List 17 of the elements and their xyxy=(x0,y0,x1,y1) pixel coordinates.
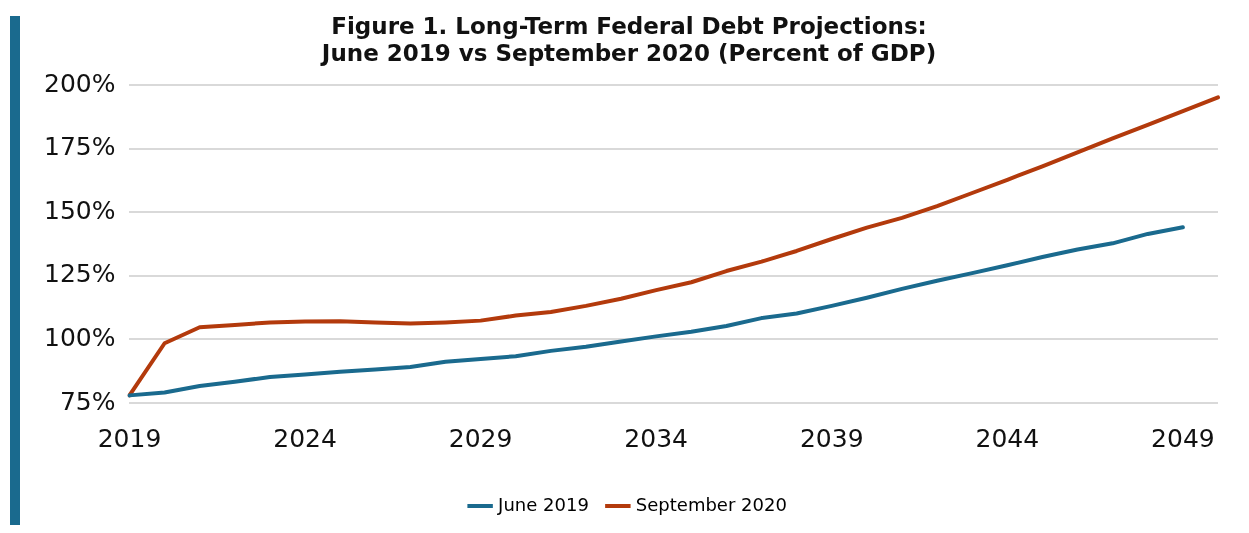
y-tick-label: 125% xyxy=(43,259,116,289)
x-tick-label: 2039 xyxy=(799,423,864,453)
y-tick-label: 75% xyxy=(59,386,116,416)
y-tick-label: 200% xyxy=(43,68,116,98)
x-tick-label: 2029 xyxy=(448,423,513,453)
y-tick-label: 175% xyxy=(43,132,116,162)
y-tick-label: 150% xyxy=(43,195,116,225)
legend-label: June 2019 xyxy=(497,493,589,515)
x-tick-label: 2034 xyxy=(624,423,688,453)
x-tick-label: 2044 xyxy=(975,423,1040,453)
x-tick-label: 2024 xyxy=(273,423,337,453)
x-tick-label: 2049 xyxy=(1151,423,1215,453)
x-tick-label: 2019 xyxy=(97,423,162,453)
text: June 2019 vs September 2020 (Percent of GDP) xyxy=(321,40,937,67)
text: Figure 1. Long-Term Federal Debt Projections: xyxy=(331,12,927,39)
y-tick-label: 100% xyxy=(43,322,116,352)
legend-label: September 2020 xyxy=(635,493,787,515)
